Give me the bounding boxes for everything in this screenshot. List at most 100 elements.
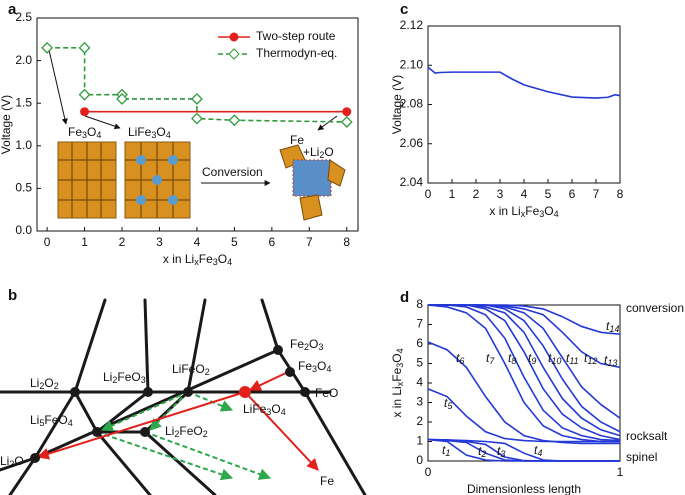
- y-tick-label: 5: [416, 356, 423, 370]
- crystal-fe3o4: [57, 141, 117, 219]
- series-line: [428, 304, 621, 433]
- x-tick-label: 6: [569, 187, 576, 201]
- marker: [41, 41, 54, 54]
- x-axis-label: x in LixFe3O4: [163, 252, 232, 267]
- level-label: conversion: [626, 301, 684, 315]
- annotation-arrows: [48, 49, 338, 186]
- y-tick-label: 8: [416, 297, 423, 311]
- y-tick-label: 2.5: [15, 10, 32, 24]
- node-label: Fe: [320, 474, 334, 488]
- x-tick-label: 7: [593, 187, 600, 201]
- legend-marker: [229, 32, 239, 42]
- curve-label: t3: [497, 444, 505, 459]
- x-tick-label: 2: [119, 235, 126, 249]
- y-tick-label: 7: [416, 317, 423, 331]
- plot-frame: [36, 17, 359, 232]
- x-tick-label: 0: [425, 187, 432, 201]
- marker: [342, 107, 352, 117]
- panel-label: a: [8, 1, 17, 18]
- curve-label: t9: [528, 351, 536, 366]
- y-tick-label: 1.0: [15, 138, 32, 152]
- curve-label: t2: [478, 444, 486, 459]
- panel-label: b: [8, 287, 17, 304]
- series-line: [428, 304, 621, 336]
- x-tick-label: 6: [269, 235, 276, 249]
- x-tick-label: 5: [545, 187, 552, 201]
- curve-label: t4: [534, 443, 542, 458]
- x-tick-label: 5: [231, 235, 238, 249]
- marker: [78, 41, 91, 54]
- series-line: [427, 438, 620, 462]
- y-axis-label: x in LixFe3O4: [390, 348, 405, 417]
- legend-label: Thermodyn-eq.: [256, 46, 337, 60]
- x-tick-label: 7: [306, 235, 313, 249]
- node-label: LiFe3O4: [243, 402, 286, 417]
- curve-label: t5: [444, 396, 453, 411]
- y-axis-label: Voltage (V): [0, 95, 13, 154]
- y-tick-label: 1: [416, 434, 423, 448]
- x-tick-label: 0: [44, 235, 51, 249]
- x-axis-label: Dimensionless length: [467, 482, 581, 495]
- node-label: Li2O: [0, 454, 24, 469]
- x-tick-label: 0: [425, 465, 432, 479]
- phase-nodes: [30, 345, 310, 463]
- node-label: Li5FeO4: [30, 413, 73, 428]
- y-tick-label: 2.12: [400, 18, 424, 32]
- y-tick-label: 2.0: [15, 53, 32, 67]
- annotation: Conversion: [202, 165, 263, 179]
- curve-label: t13: [604, 353, 617, 368]
- x-tick-label: 1: [449, 187, 456, 201]
- x-tick-label: 3: [156, 235, 163, 249]
- marker: [191, 93, 203, 105]
- reaction-arrows: [36, 371, 319, 481]
- node-label: Fe2O3: [290, 337, 323, 352]
- curve-label: t6: [456, 351, 464, 366]
- x-tick-label: 4: [194, 235, 201, 249]
- y-tick-label: 2.04: [400, 175, 424, 189]
- y-tick-label: 2.10: [400, 57, 424, 71]
- series-line: [428, 304, 621, 441]
- level-label: spinel: [626, 450, 657, 464]
- x-tick-label: 1: [81, 235, 88, 249]
- y-tick-label: 2.08: [400, 97, 424, 111]
- node-label: Li2O2: [30, 376, 59, 391]
- marker: [116, 93, 128, 105]
- marker: [340, 116, 353, 128]
- y-tick-label: 0.5: [15, 181, 32, 195]
- series-line: [428, 304, 621, 442]
- annotation: +Li2O: [303, 145, 334, 160]
- series-line: [427, 304, 620, 443]
- x-tick-label: 8: [343, 235, 350, 249]
- y-tick-label: 0.0: [15, 223, 32, 237]
- x-tick-label: 1: [617, 465, 624, 479]
- crystal-conversion: [279, 144, 346, 221]
- y-tick-label: 2.06: [400, 136, 424, 150]
- annotation: Fe: [290, 133, 304, 147]
- marker: [80, 107, 90, 117]
- level-label: rocksalt: [626, 429, 668, 443]
- node-label: LiFeO2: [172, 362, 210, 377]
- series-line: [427, 341, 620, 445]
- panel-label: c: [400, 1, 408, 18]
- y-tick-label: 0: [416, 453, 423, 467]
- plot-frame: [427, 25, 621, 184]
- curve-label: t11: [566, 351, 579, 366]
- x-tick-label: 2: [473, 187, 480, 201]
- marker: [78, 88, 91, 101]
- node-label: Fe3O4: [298, 359, 331, 374]
- x-tick-label: 4: [521, 187, 528, 201]
- curve-label: t12: [584, 351, 597, 366]
- marker: [228, 114, 241, 127]
- x-axis-label: x in LixFe3O4: [489, 204, 558, 219]
- panel-label: d: [400, 289, 409, 306]
- y-tick-label: 1.5: [15, 95, 32, 109]
- y-axis-label: Voltage (V): [390, 75, 404, 134]
- series-line: [427, 388, 620, 443]
- curve-label: t7: [486, 351, 495, 366]
- series-line: [428, 304, 621, 437]
- legend-marker: [228, 48, 240, 60]
- y-tick-label: 6: [416, 336, 423, 350]
- curve-label: t1: [442, 443, 450, 458]
- marker: [191, 112, 203, 125]
